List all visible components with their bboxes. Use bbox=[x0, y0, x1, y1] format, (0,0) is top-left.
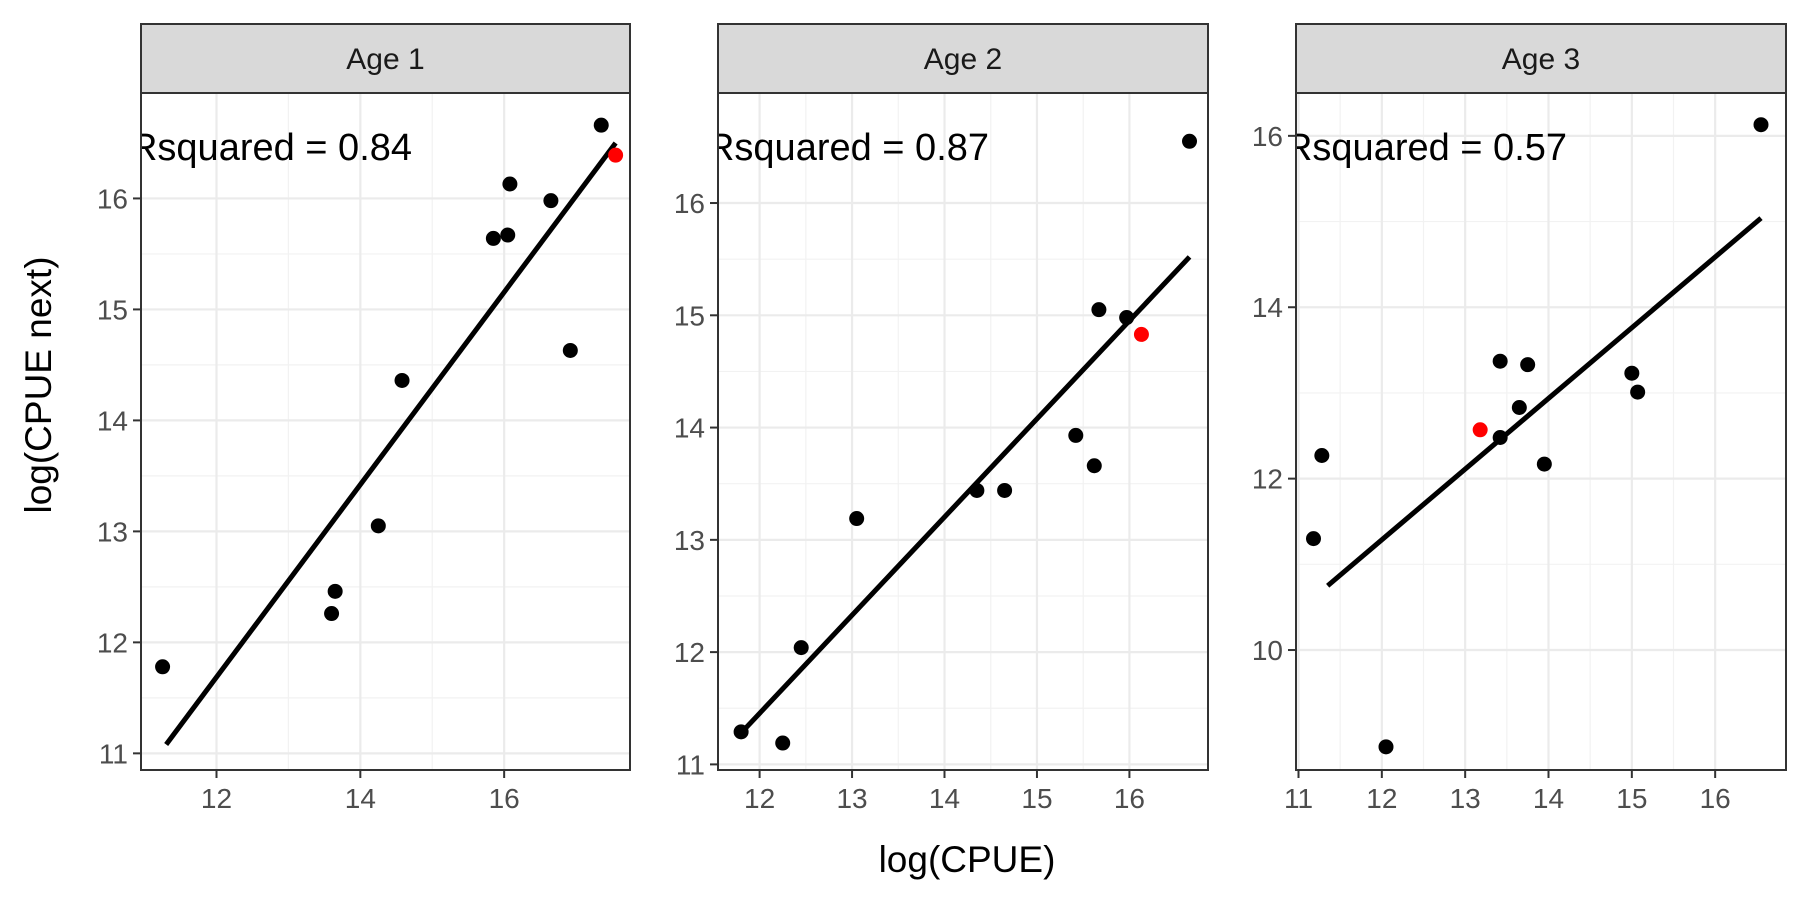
data-point bbox=[1086, 458, 1102, 474]
data-point bbox=[1753, 117, 1769, 133]
data-point bbox=[1119, 310, 1135, 326]
data-point bbox=[485, 230, 501, 246]
highlighted-point bbox=[1133, 326, 1149, 342]
y-tick-label: 14 bbox=[97, 405, 128, 436]
x-tick-label: 16 bbox=[489, 783, 520, 814]
data-point bbox=[1520, 357, 1536, 373]
data-point bbox=[324, 606, 340, 622]
x-tick-label: 14 bbox=[1533, 783, 1564, 814]
facet-strip-label: Age 1 bbox=[346, 43, 424, 76]
data-point bbox=[155, 659, 171, 675]
y-tick-label: 14 bbox=[1252, 292, 1283, 323]
x-tick-label: 13 bbox=[1450, 783, 1481, 814]
rsquared-annotation: Rsquared = 0.87 bbox=[707, 127, 989, 169]
y-tick-label: 12 bbox=[1252, 464, 1283, 495]
y-tick-label: 16 bbox=[97, 183, 128, 214]
annotation-group: Rsquared = 0.84 bbox=[130, 127, 412, 169]
x-tick-label: 12 bbox=[1366, 783, 1397, 814]
data-point bbox=[997, 482, 1013, 498]
panel-border bbox=[1295, 92, 1787, 771]
y-tick-label: 11 bbox=[99, 738, 128, 769]
y-tick-label: 16 bbox=[674, 188, 705, 219]
plot-background bbox=[1296, 93, 1786, 770]
x-tick-label: 12 bbox=[201, 783, 232, 814]
highlighted-point bbox=[1472, 422, 1488, 438]
data-point bbox=[543, 193, 559, 209]
facet-strip bbox=[1295, 23, 1787, 94]
data-point bbox=[1314, 447, 1330, 463]
x-tick-label: 14 bbox=[929, 783, 960, 814]
y-tick-label: 15 bbox=[97, 294, 128, 325]
data-point bbox=[1182, 133, 1198, 149]
data-point bbox=[775, 735, 791, 751]
data-point bbox=[1630, 384, 1646, 400]
x-tick-label: 16 bbox=[1114, 783, 1145, 814]
data-point bbox=[1511, 400, 1527, 416]
facet-panel-1: Age 1 Rsquared = 0.84 12 14 16 11 12 13 14 15 16 bbox=[97, 23, 631, 814]
rsquared-annotation: Rsquared = 0.57 bbox=[1285, 127, 1567, 169]
panel-border bbox=[717, 92, 1209, 771]
facet-strip-label: Age 3 bbox=[1502, 43, 1580, 76]
y-tick-label: 10 bbox=[1252, 635, 1283, 666]
data-point bbox=[562, 342, 578, 358]
facet-panel-2: Age 2 Rsquared = 0.87 12 13 14 15 16 11 12 13 14 15… bbox=[674, 23, 1209, 814]
data-point bbox=[1492, 429, 1508, 445]
x-tick-label: 11 bbox=[1284, 783, 1313, 814]
data-point bbox=[500, 227, 516, 243]
data-point bbox=[1306, 531, 1321, 547]
data-point bbox=[793, 640, 809, 656]
data-point bbox=[733, 724, 749, 740]
plot-background bbox=[141, 93, 630, 770]
data-point bbox=[593, 117, 609, 133]
regression-line bbox=[164, 141, 618, 746]
y-axis-title: log(CPUE next) bbox=[18, 256, 59, 513]
y-tick-label: 12 bbox=[674, 637, 705, 668]
y-tick-label: 11 bbox=[676, 749, 705, 780]
x-tick-label: 15 bbox=[1021, 783, 1052, 814]
plot-background bbox=[718, 93, 1208, 770]
data-point bbox=[849, 511, 865, 527]
x-tick-label: 13 bbox=[836, 783, 867, 814]
data-point bbox=[969, 482, 985, 498]
y-tick-label: 12 bbox=[97, 627, 128, 658]
facet-strip-label: Age 2 bbox=[924, 43, 1002, 76]
data-point bbox=[1492, 353, 1508, 369]
facet-strip bbox=[717, 23, 1209, 94]
data-point bbox=[502, 176, 518, 192]
x-tick-label: 16 bbox=[1700, 783, 1731, 814]
panel-border bbox=[140, 92, 631, 771]
data-point bbox=[1536, 456, 1552, 472]
y-tick-label: 16 bbox=[1252, 121, 1283, 152]
y-tick-label: 14 bbox=[674, 413, 705, 444]
regression-line bbox=[1326, 216, 1763, 588]
x-axis-title: log(CPUE) bbox=[879, 839, 1056, 880]
data-point bbox=[1378, 739, 1394, 755]
data-point bbox=[370, 518, 386, 534]
annotation-group: Rsquared = 0.57 bbox=[1285, 127, 1567, 169]
data-point bbox=[1068, 427, 1084, 443]
annotation-group: Rsquared = 0.87 bbox=[707, 127, 989, 169]
y-tick-label: 13 bbox=[97, 516, 128, 547]
y-tick-label: 13 bbox=[674, 525, 705, 556]
x-tick-label: 15 bbox=[1616, 783, 1647, 814]
rsquared-annotation: Rsquared = 0.84 bbox=[130, 127, 412, 169]
data-point bbox=[1091, 302, 1107, 318]
data-point bbox=[1624, 365, 1640, 381]
y-tick-label: 15 bbox=[674, 300, 705, 331]
x-tick-label: 14 bbox=[345, 783, 376, 814]
data-point bbox=[394, 372, 410, 388]
data-point bbox=[327, 583, 343, 599]
facet-panel-3: Age 3 Rsquared = 0.57 11 12 13 14 15 16 10 12 14 16 bbox=[1252, 23, 1787, 814]
highlighted-point bbox=[608, 147, 624, 163]
facet-strip bbox=[140, 23, 631, 94]
x-tick-label: 12 bbox=[744, 783, 775, 814]
regression-line bbox=[739, 255, 1192, 735]
